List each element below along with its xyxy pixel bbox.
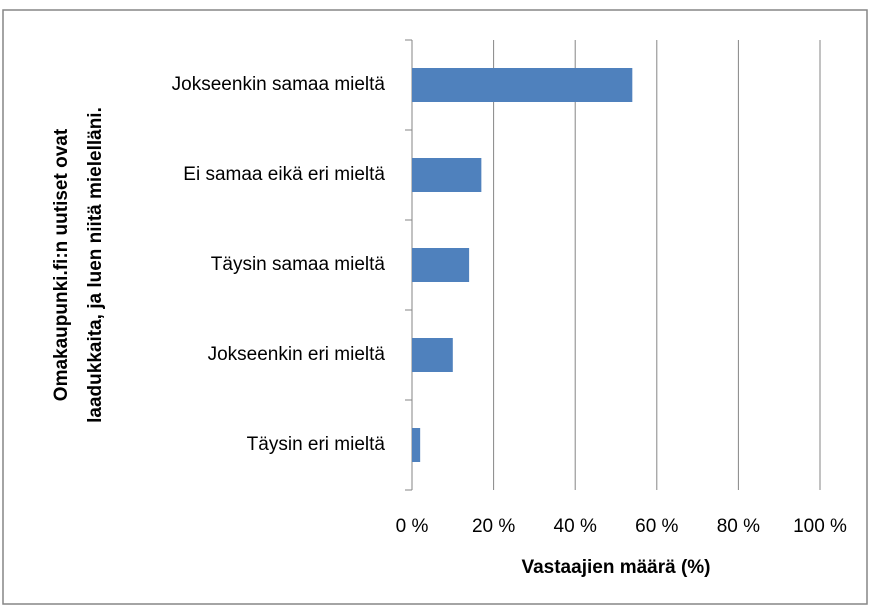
y-tick-label: Ei samaa eikä eri mieltä <box>183 164 385 185</box>
y-axis-label-line: Omakaupunki.fi:n uutiset ovat <box>51 128 72 401</box>
x-tick-label: 80 % <box>717 516 760 537</box>
y-axis-label-line: laadukkaita, ja luen niitä mielelläni. <box>85 107 106 423</box>
bar <box>412 68 633 102</box>
bar <box>412 158 482 192</box>
x-tick-label: 20 % <box>472 516 515 537</box>
chart-border <box>2 9 868 605</box>
y-tick-label: Jokseenkin samaa mieltä <box>172 74 386 95</box>
y-tick-label: Jokseenkin eri mieltä <box>208 344 386 365</box>
x-tick-label: 60 % <box>635 516 678 537</box>
bar <box>412 338 453 372</box>
x-tick-label: 100 % <box>793 516 847 537</box>
x-tick-label: 0 % <box>396 516 429 537</box>
bar <box>412 248 470 282</box>
y-tick-label: Täysin eri mieltä <box>247 434 386 455</box>
x-tick-label: 40 % <box>554 516 597 537</box>
bar <box>412 428 421 462</box>
x-axis-label: Vastaajien määrä (%) <box>521 557 710 578</box>
y-axis-label: Omakaupunki.fi:n uutiset ovat laadukkait… <box>51 107 106 423</box>
y-tick-label: Täysin samaa mieltä <box>211 254 386 275</box>
